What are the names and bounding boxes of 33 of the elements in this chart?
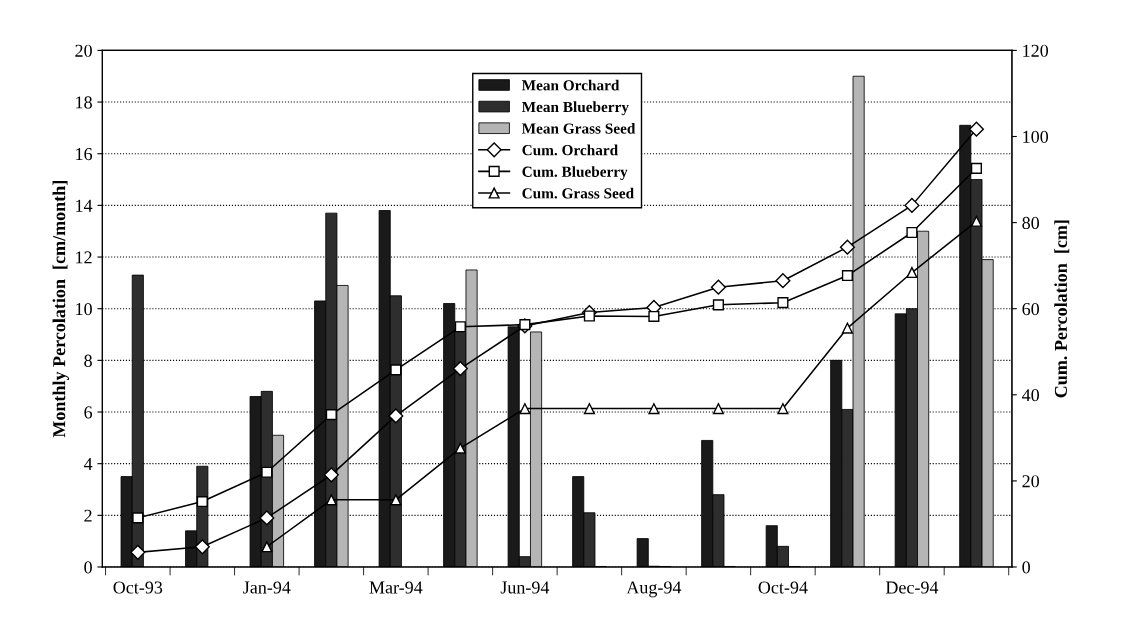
x-tick-label: Mar-94 bbox=[369, 581, 423, 594]
y-tick-label: 10 bbox=[76, 302, 92, 316]
y-tick-label: 8 bbox=[84, 354, 92, 367]
y2-tick-label: 100 bbox=[1023, 130, 1049, 143]
legend-label: Cum. Grass Seed bbox=[522, 187, 634, 199]
y-tick-label: 16 bbox=[76, 148, 93, 161]
legend-label: Cum. Blueberry bbox=[522, 166, 628, 181]
y2-tick-label: 40 bbox=[1022, 389, 1040, 402]
y-tick-label: 20 bbox=[75, 44, 92, 57]
x-tick-label: Oct-94 bbox=[758, 581, 808, 594]
x-tick-label: Jan-94 bbox=[243, 581, 291, 594]
legend-label: Cum. Orchard bbox=[522, 144, 618, 156]
y-tick-label: 18 bbox=[76, 96, 92, 109]
x-tick-label: Dec-94 bbox=[885, 581, 939, 594]
y-tick-label: 6 bbox=[84, 406, 93, 419]
legend-label: Mean Blueberry bbox=[521, 101, 629, 116]
y2-tick-label: 120 bbox=[1023, 44, 1049, 57]
y2-tick-label: 60 bbox=[1022, 302, 1040, 316]
y-tick-label: 4 bbox=[83, 458, 93, 470]
y-tick-label: 12 bbox=[76, 251, 92, 264]
y2-axis-title: Cum. Percolation [cm] bbox=[1054, 220, 1070, 398]
legend-label: Mean Grass Seed bbox=[521, 122, 636, 134]
x-tick-label: Oct-93 bbox=[113, 581, 163, 594]
y-tick-label: 2 bbox=[84, 509, 92, 522]
x-tick-label: Jun-94 bbox=[500, 581, 550, 594]
y-tick-label: 14 bbox=[76, 199, 93, 212]
y-axis-title: Monthly Percolation [cm/month] bbox=[52, 181, 69, 438]
x-tick-label: Aug-94 bbox=[626, 581, 682, 598]
legend-label: Mean Orchard bbox=[521, 79, 620, 91]
y2-tick-label: 80 bbox=[1022, 216, 1040, 230]
y-tick-label: 0 bbox=[84, 561, 92, 574]
y2-tick-label: 0 bbox=[1022, 561, 1030, 574]
y2-tick-label: 20 bbox=[1022, 475, 1040, 488]
